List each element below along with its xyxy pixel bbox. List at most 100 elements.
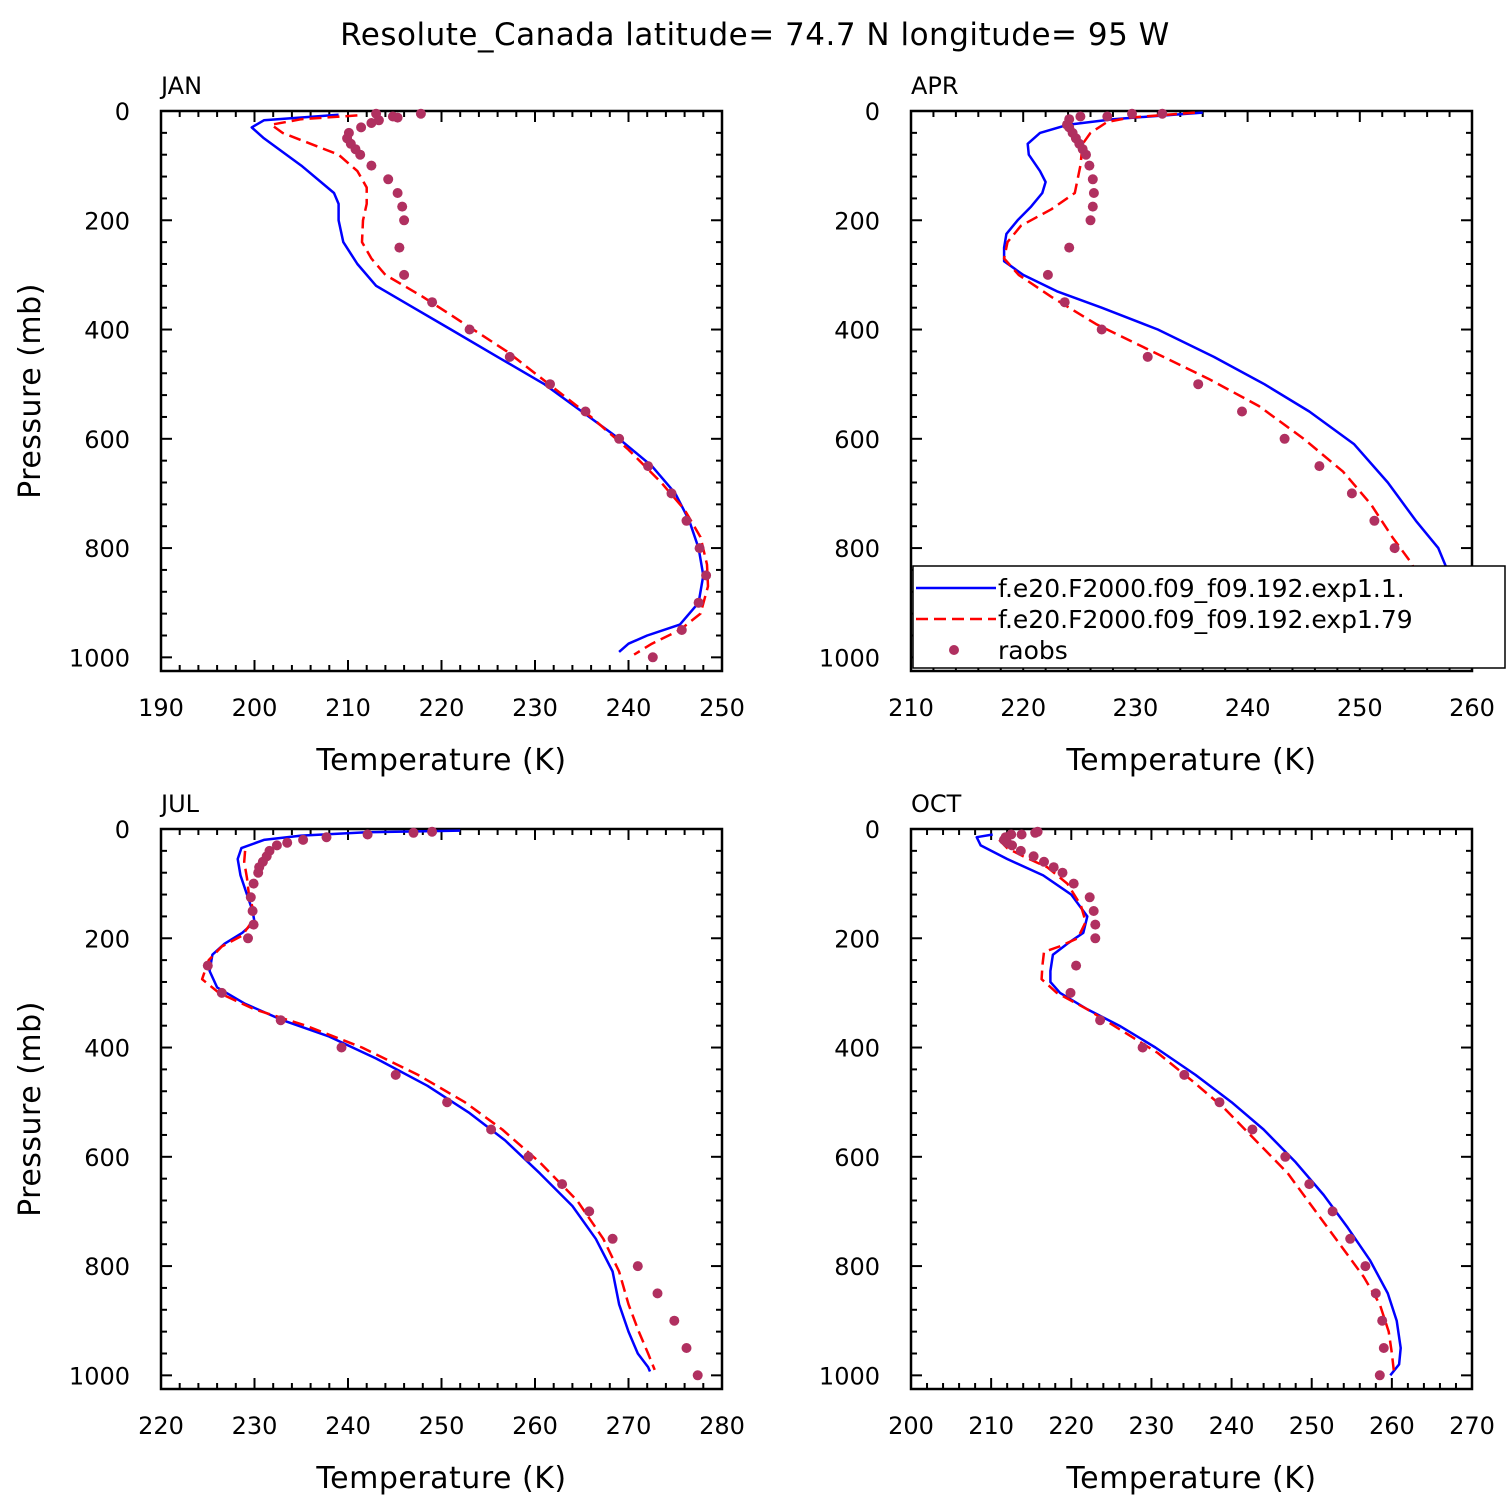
y-tick-label: 0 (865, 98, 880, 126)
y-tick-label: 0 (115, 98, 130, 126)
raobs-point (442, 1097, 453, 1108)
panel-jul: 220 230 240 250 260 270 280 0 200 400 600 800 1000 JU… (13, 790, 745, 1496)
raobs-point (1085, 215, 1096, 226)
raobs-point (580, 406, 591, 417)
raobs-point (275, 1015, 286, 1026)
y-tick-label: 0 (115, 816, 130, 844)
plot-frame (159, 109, 724, 673)
raobs-point (366, 118, 377, 128)
raobs-point (248, 919, 259, 930)
x-tick-label: 230 (512, 694, 558, 722)
y-tick-label: 200 (84, 925, 130, 953)
y-tick-label: 400 (834, 1035, 880, 1063)
y-tick-label: 1000 (819, 644, 880, 672)
x-tick-label: 250 (1337, 694, 1383, 722)
panel-title: APR (911, 72, 959, 100)
x-tick-label: 230 (232, 1412, 278, 1440)
x-tick-label: 210 (968, 1412, 1014, 1440)
raobs-point (1084, 892, 1095, 903)
y-tick-label: 1000 (69, 1362, 130, 1390)
raobs-point (1095, 1015, 1106, 1026)
panel-apr: 210 220 230 240 250 260 0 200 400 600 800 1000 APR Te… (819, 72, 1506, 778)
legend: f.e20.F2000.f09_f09.192.exp1.1.f.e20.F20… (912, 565, 1506, 669)
y-tick-label: 200 (834, 925, 880, 953)
raobs-point (1214, 1097, 1225, 1108)
raobs-point (1279, 433, 1290, 444)
raobs-point (614, 433, 625, 444)
raobs-point (1090, 919, 1101, 930)
raobs-point (415, 108, 426, 119)
raobs-point (1030, 827, 1041, 838)
raobs-point (1088, 906, 1099, 916)
raobs-point (1090, 933, 1101, 944)
x-tick-label: 250 (419, 1412, 465, 1440)
raobs-point (1142, 351, 1153, 362)
raobs-point (1280, 1151, 1291, 1162)
raobs-point (1247, 1124, 1258, 1135)
raobs-point (1127, 108, 1137, 119)
raobs-point (1378, 1343, 1389, 1353)
raobs-point (523, 1151, 534, 1162)
x-tick-label: 210 (325, 694, 371, 722)
y-tick-label: 600 (834, 426, 880, 454)
legend-box (912, 565, 1506, 669)
x-tick-label: 250 (1289, 1412, 1335, 1440)
raobs-point (1064, 242, 1075, 253)
x-tick-label: 260 (512, 1412, 558, 1440)
x-tick-label: 230 (1129, 1412, 1175, 1440)
x-tick-label: 240 (606, 694, 652, 722)
raobs-point (1039, 856, 1049, 867)
raobs-point (1369, 515, 1380, 526)
y-tick-label: 800 (834, 1253, 880, 1281)
raobs-point (397, 201, 408, 212)
raobs-point (693, 597, 704, 608)
raobs-point (202, 960, 213, 971)
raobs-point (1087, 174, 1098, 185)
raobs-point (632, 1261, 643, 1272)
raobs-point (545, 379, 555, 390)
raobs-point (1065, 987, 1076, 998)
raobs-point (366, 160, 377, 171)
x-tick-label: 270 (606, 1412, 652, 1440)
raobs-point (1179, 1069, 1190, 1080)
y-tick-label: 800 (834, 535, 880, 563)
y-tick-label: 600 (84, 1144, 130, 1172)
raobs-point (1087, 201, 1098, 212)
raobs-point (390, 1069, 401, 1080)
raobs-point (387, 111, 398, 122)
raobs-point (1157, 108, 1168, 119)
raobs-point (1081, 149, 1091, 160)
raobs-point (1389, 543, 1400, 554)
raobs-point (1016, 829, 1027, 840)
raobs-point (1057, 867, 1068, 878)
panel-title: OCT (911, 790, 962, 818)
x-tick-label: 200 (888, 1412, 934, 1440)
raobs-point (557, 1179, 568, 1190)
raobs-point (216, 987, 227, 998)
y-tick-label: 200 (84, 207, 130, 235)
raobs-point (701, 570, 712, 581)
y-axis-label: Pressure (mb) (13, 283, 48, 499)
raobs-point (1345, 1233, 1356, 1244)
raobs-point (1314, 461, 1325, 472)
x-tick-label: 240 (325, 1412, 371, 1440)
x-tick-label: 240 (1209, 1412, 1255, 1440)
raobs-point (504, 351, 515, 362)
raobs-point (584, 1206, 595, 1217)
raobs-point (427, 297, 438, 308)
y-tick-label: 200 (834, 207, 880, 235)
y-tick-label: 400 (834, 317, 880, 345)
y-tick-label: 1000 (819, 1362, 880, 1390)
raobs-point (336, 1042, 347, 1053)
y-tick-label: 1000 (69, 644, 130, 672)
series-line-exp1-79 (200, 850, 656, 1371)
raobs-point (1048, 862, 1059, 873)
panel-title: JUL (159, 790, 200, 818)
y-tick-label: 600 (84, 426, 130, 454)
raobs-point (486, 1124, 497, 1135)
raobs-point (394, 242, 405, 253)
raobs-point (1327, 1206, 1338, 1217)
raobs-point (669, 1315, 680, 1326)
raobs-point (1374, 1370, 1385, 1381)
